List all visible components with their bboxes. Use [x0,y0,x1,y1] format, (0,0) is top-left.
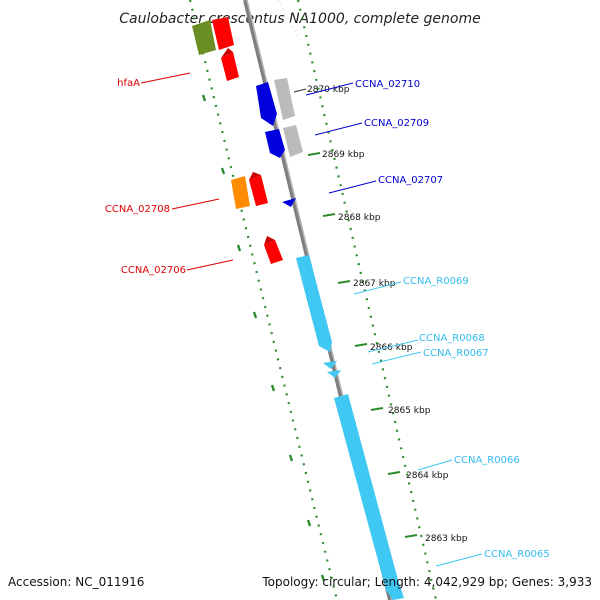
label-CCNA_02709[interactable]: CCNA_02709 [364,118,429,129]
tick-line [337,280,351,284]
leader-line [417,459,453,471]
tick-line [354,343,368,347]
gene-gray-1[interactable] [274,78,295,120]
leader-line [140,72,191,84]
track-major-dash [220,167,226,175]
label-CCNA_02707[interactable]: CCNA_02707 [378,175,443,186]
tick-line [293,88,307,93]
right-gene-labels: CCNA_02710 CCNA_02709 CCNA_02707 CCNA_R0… [305,79,550,567]
gene-CCNA_02706[interactable] [264,240,283,264]
gene-CCNA_R0068[interactable] [323,361,337,369]
gene-CCNA_R0069[interactable] [296,255,332,352]
tick-line [307,152,321,156]
gene-CCNA_02708-red[interactable] [249,175,268,206]
reverse-strand-genes [192,17,283,264]
track-major-dash [288,454,294,462]
track-major-dash [236,244,242,252]
label-hfaA[interactable]: hfaA [117,78,140,89]
track-major-dash [252,311,258,319]
gene-hfaA[interactable] [221,52,239,81]
topology-text: Topology: circular; Length: 4,042,929 bp… [261,575,592,589]
tick-line [404,534,418,538]
leader-line [186,259,234,271]
forward-strand-genes [256,78,404,600]
leader-line [305,82,354,96]
label-CCNA_R0065[interactable]: CCNA_R0065 [484,549,550,560]
label-CCNA_R0069[interactable]: CCNA_R0069 [403,276,469,287]
leader-line [367,339,419,353]
leader-line [435,553,483,567]
tick-line [387,471,401,475]
leader-line [353,281,402,295]
gene-CCNA_02708-orange[interactable] [231,176,250,209]
track-major-dash [270,384,276,392]
gene-CCNA_R0066[interactable] [334,394,404,600]
dotted-track-line [188,0,339,600]
left-gene-labels: hfaA CCNA_02708 CCNA_02706 [105,72,234,276]
gene-gray-2[interactable] [283,125,303,157]
label-CCNA_R0066[interactable]: CCNA_R0066 [454,455,520,466]
tick-label: 2867 kbp [353,279,396,289]
accession-text: Accession: NC_011916 [8,575,144,589]
track-major-dash [306,519,312,527]
label-CCNA_R0068[interactable]: CCNA_R0068 [419,333,485,344]
gene-CCNA_R0067[interactable] [327,370,341,378]
kbp-ticks: 2870 kbp 2869 kbp 2868 kbp 2867 kbp 2866… [293,85,468,544]
tick-label: 2865 kbp [388,406,431,416]
track-guides [188,0,438,600]
gene-olive[interactable] [192,20,216,55]
track-major-dash [320,574,326,582]
gene-CCNA_02706-arrowhead [264,236,275,245]
tick-label: 2868 kbp [338,213,381,223]
gene-CCNA_02707[interactable] [282,198,296,207]
tick-line [322,213,336,217]
tick-label: 2870 kbp [307,85,350,95]
label-CCNA_02706[interactable]: CCNA_02706 [121,265,186,276]
gene-hfaA-arrowhead [221,48,233,58]
gene-CCNA_02709[interactable] [265,129,285,158]
gene-red-top[interactable] [212,17,234,50]
label-CCNA_R0067[interactable]: CCNA_R0067 [423,348,489,359]
leader-line [171,198,220,210]
label-CCNA_02710[interactable]: CCNA_02710 [355,79,420,90]
tick-line [370,407,384,411]
dotted-track-line [296,0,438,600]
leader-line [371,351,422,365]
leader-line [314,122,363,136]
tick-label: 2869 kbp [322,150,365,160]
tick-label: 2864 kbp [406,471,449,481]
label-CCNA_02708[interactable]: CCNA_02708 [105,204,170,215]
leader-line [328,180,377,194]
gene-CCNA_02710[interactable] [256,82,277,126]
gene-CCNA_02708-arrowhead [249,172,261,180]
track-major-dash [201,94,207,102]
tick-label: 2866 kbp [370,343,413,353]
map-title: Caulobacter crescentus NA1000, complete … [119,11,480,27]
tick-label: 2863 kbp [425,534,468,544]
